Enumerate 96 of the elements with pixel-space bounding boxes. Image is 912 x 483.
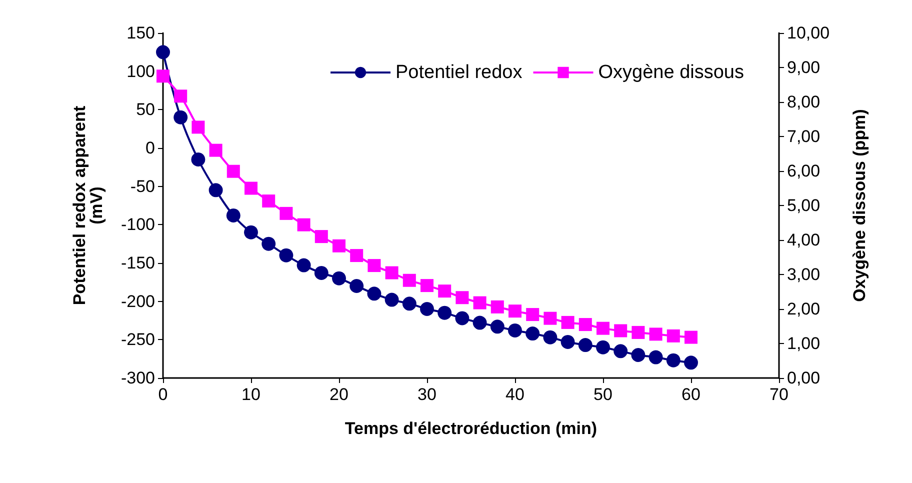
point [208,183,223,198]
point [631,348,646,362]
y-tick-label: -50 [130,176,155,196]
y2-tick-label: 8,00 [787,92,820,112]
point [684,356,698,370]
y-tick-label: -300 [120,368,155,388]
point [368,259,381,272]
point [632,326,645,339]
x-axis-title: Temps d'électroréduction (min) [344,419,598,438]
point [156,45,170,60]
point [191,152,206,166]
y-tick-label: 50 [136,100,155,120]
point [367,286,382,301]
point [666,353,680,368]
y2-tick-label: 6,00 [787,162,820,180]
x-tick-label: 30 [418,385,436,404]
point [561,316,574,329]
point [280,206,293,220]
point [244,182,258,195]
point [560,334,575,349]
point [578,338,592,352]
point [226,164,240,178]
y-tick-label: -200 [120,292,155,311]
point [314,266,328,280]
y2-tick-label: 1,00 [787,334,820,353]
point [438,306,452,320]
y2-tick-label: 7,00 [787,127,820,146]
point [314,230,328,244]
point [455,311,470,326]
x-tick-label: 60 [682,385,700,404]
point [614,324,628,338]
point [279,248,294,262]
point [438,284,452,298]
point [420,279,434,292]
point [192,120,205,134]
point [456,291,469,304]
x-tick-label: 50 [594,385,612,404]
point [596,340,610,354]
legend-label: Potentiel redox [396,62,523,83]
point [209,144,222,157]
point [578,318,592,332]
point [332,271,346,286]
y2-tick-label: 0,00 [787,368,820,388]
y-tick-label: -100 [120,215,155,234]
point [490,320,504,334]
point [402,274,416,287]
point [684,330,698,344]
point [156,70,170,83]
legend-label: Oxygène dissous [598,62,744,83]
point [402,296,416,311]
point [385,266,398,280]
point [384,292,399,307]
y-axis-title: Potentiel redox apparent (mV) [70,106,106,306]
point [666,329,680,342]
point [543,330,558,344]
point [350,249,364,262]
x-tick-label: 20 [330,385,348,404]
y2-tick-label: 5,00 [787,196,820,215]
point [297,218,310,232]
y-tick-label: -250 [120,330,155,350]
point [350,279,364,293]
point [296,258,311,272]
y2-tick-label: 4,00 [787,230,820,250]
point [174,90,188,103]
y2-axis-title: Oxygène dissous (ppm) [850,109,869,302]
point [508,323,522,338]
point [596,322,610,335]
point [174,110,188,124]
point [526,326,540,341]
point [526,308,540,322]
point [649,328,662,341]
y2-tick-label: 10,00 [787,24,830,42]
point [473,296,486,310]
y2-tick-label: 9,00 [787,58,820,77]
point [490,300,504,314]
point [262,236,276,251]
point [508,304,522,318]
y-tick-label: -150 [120,254,155,272]
x-tick-label: 10 [242,385,260,404]
point [420,302,434,316]
point [472,316,487,330]
point [648,350,663,364]
y-tick-label: 150 [126,24,155,42]
point [614,344,628,358]
point [544,312,557,325]
x-tick-label: 70 [770,385,788,404]
y-tick-label: 100 [126,62,155,81]
point [332,239,346,252]
x-tick-label: 40 [506,385,524,404]
x-tick-label: 0 [158,385,168,404]
point [262,194,276,208]
y-tick-label: 0 [146,138,155,158]
point [226,208,240,222]
y2-tick-label: 3,00 [787,265,820,284]
y2-tick-label: 2,00 [787,300,820,318]
point [244,225,258,240]
